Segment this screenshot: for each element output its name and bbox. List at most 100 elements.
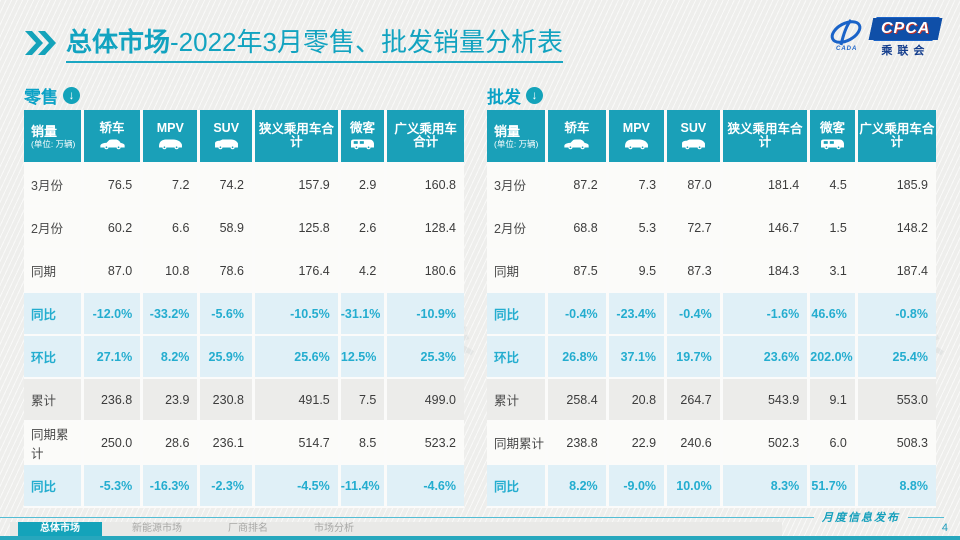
page-number: 4: [941, 522, 948, 534]
table-row: 同期累计 238.8 22.9 240.6 502.3 6.0 508.3: [487, 422, 936, 465]
suv-icon: [200, 137, 252, 150]
footer-tab[interactable]: 总体市场: [18, 522, 102, 536]
table-row: 累计 258.4 20.8 264.7 543.9 9.1 553.0: [487, 379, 936, 422]
sedan-icon: [84, 137, 140, 150]
van-icon: [341, 137, 385, 150]
table-cell: 8.8%: [857, 465, 936, 508]
footer-tab[interactable]: 厂商排名: [228, 523, 268, 534]
table-cell: 6.0: [810, 422, 858, 465]
column-label: MPV: [156, 121, 184, 135]
table-row: 3月份 87.2 7.3 87.0 181.4 4.5 185.9: [487, 164, 936, 207]
table-cell: 7.5: [340, 379, 388, 422]
down-arrow-icon: ↓: [63, 86, 80, 104]
table-cell: 160.8: [387, 164, 464, 207]
page-title-bold: 总体市场: [66, 27, 171, 57]
table-row: 同期累计 250.0 28.6 236.1 514.7 8.5 523.2: [24, 422, 464, 465]
table-cell: 553.0: [857, 379, 936, 422]
page-title-rest: -2022年3月零售、批发销量分析表: [170, 27, 563, 57]
column-header: SUV: [667, 110, 723, 164]
column-label: MPV: [622, 121, 650, 135]
table-cell: 74.2: [200, 164, 255, 207]
sales-unit-subtitle: (单位: 万辆): [31, 138, 76, 149]
row-label: 同比: [487, 465, 549, 508]
table-cell: 181.4: [722, 164, 811, 207]
divider-line: [0, 516, 814, 518]
column-header: 狭义乘用车合计: [254, 110, 341, 164]
section-header: 零售 ↓: [24, 84, 464, 107]
table-cell: 68.8: [548, 207, 609, 250]
table-cell: 87.0: [83, 250, 144, 293]
table-cell: 6.6: [143, 207, 201, 250]
table-cell: 27.1%: [83, 336, 144, 379]
table-cell: 8.3%: [722, 465, 811, 508]
table-cell: 4.2: [340, 250, 388, 293]
table-row: 3月份 76.5 7.2 74.2 157.9 2.9 160.8: [24, 164, 464, 207]
table-cell: 202.0%: [810, 336, 858, 379]
table-cell: 8.5: [340, 422, 388, 465]
table-cell: 187.4: [857, 250, 936, 293]
column-label: 轿车: [564, 121, 590, 135]
table-cell: 87.3: [667, 250, 723, 293]
cpca-logo-text: CPCA 乘联会: [868, 18, 943, 58]
table-row: 同比 8.2% -9.0% 10.0% 8.3% 51.7% 8.8%: [487, 465, 936, 508]
table-cell: 87.2: [548, 164, 609, 207]
table-cell: 19.7%: [667, 336, 723, 379]
row-label: 2月份: [24, 207, 84, 250]
van-icon: [810, 137, 855, 150]
section-label: 批发: [487, 87, 521, 107]
table-cell: 230.8: [200, 379, 255, 422]
table-cell: -4.6%: [387, 465, 464, 508]
wholesale-table-block: 批发 ↓ 销量 (单位: 万辆) 轿车 MPV SUV 狭义乘用车合计 微客 广义乘用车合计 3月份…: [487, 84, 936, 508]
table-cell: 2.6: [340, 207, 388, 250]
table-cell: 9.1: [810, 379, 858, 422]
table-cell: 264.7: [667, 379, 723, 422]
table-cell: 236.8: [83, 379, 144, 422]
table-row: 环比 27.1% 8.2% 25.9% 25.6% 12.5% 25.3%: [24, 336, 464, 379]
row-label: 同期: [24, 250, 84, 293]
cpca-chinese-name: 乘联会: [881, 45, 930, 57]
column-label: SUV: [680, 121, 707, 135]
column-label: 微客: [350, 121, 376, 135]
sedan-icon: [548, 137, 606, 150]
table-cell: 25.6%: [254, 336, 341, 379]
table-cell: -1.6%: [722, 293, 811, 336]
table-row: 环比 26.8% 37.1% 19.7% 23.6% 202.0% 25.4%: [487, 336, 936, 379]
row-label: 同期: [487, 250, 549, 293]
footer-tab[interactable]: 市场分析: [314, 523, 354, 534]
page-title: 总体市场-2022年3月零售、批发销量分析表: [66, 22, 563, 63]
column-header-sales: 销量 (单位: 万辆): [487, 110, 549, 164]
double-chevron-icon: [25, 30, 56, 55]
mpv-icon: [143, 137, 197, 150]
column-header: MPV: [143, 110, 201, 164]
table-cell: -0.4%: [667, 293, 723, 336]
row-label: 累计: [487, 379, 549, 422]
table-cell: -10.5%: [254, 293, 341, 336]
table-cell: 9.5: [608, 250, 668, 293]
table-cell: -16.3%: [143, 465, 201, 508]
footer-tab[interactable]: 新能源市场: [132, 523, 182, 534]
table-cell: 28.6: [143, 422, 201, 465]
table-cell: 238.8: [548, 422, 609, 465]
column-header: 广义乘用车合计: [387, 110, 464, 164]
table-cell: -5.6%: [200, 293, 255, 336]
column-label: 广义乘用车合计: [859, 122, 935, 149]
table-cell: -2.3%: [200, 465, 255, 508]
row-label: 3月份: [487, 164, 549, 207]
column-header-sales: 销量 (单位: 万辆): [24, 110, 84, 164]
row-label: 环比: [487, 336, 549, 379]
divider-line: [908, 516, 944, 518]
column-header: 微客: [340, 110, 388, 164]
down-arrow-icon: ↓: [526, 86, 543, 104]
table-cell: 5.3: [608, 207, 668, 250]
table-cell: 7.2: [143, 164, 201, 207]
column-label: SUV: [213, 121, 240, 135]
table-cell: 87.0: [667, 164, 723, 207]
row-label: 2月份: [487, 207, 549, 250]
table-cell: 58.9: [200, 207, 255, 250]
row-label: 同比: [487, 293, 549, 336]
mpv-icon: [609, 137, 664, 150]
table-cell: 499.0: [387, 379, 464, 422]
cpca-logo: CADA CPCA 乘联会: [828, 18, 943, 58]
column-header: SUV: [200, 110, 255, 164]
